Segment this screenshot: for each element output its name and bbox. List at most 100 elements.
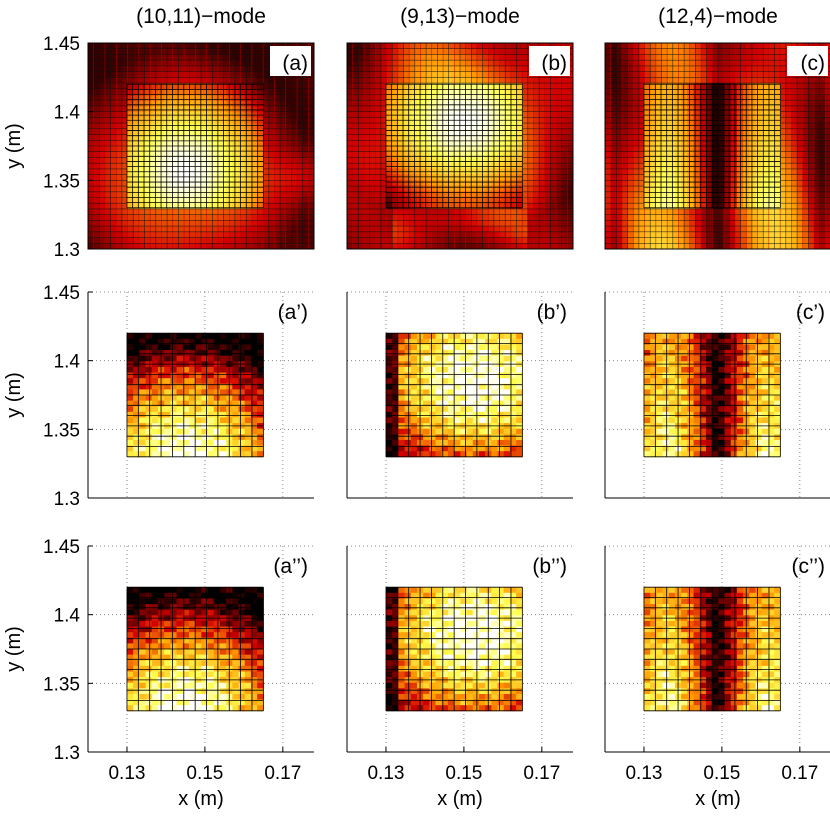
field-cell bbox=[206, 48, 213, 55]
heat-cell bbox=[139, 129, 146, 136]
field-cell bbox=[527, 157, 534, 164]
heat-cell bbox=[441, 190, 449, 197]
field-cell bbox=[138, 208, 145, 216]
field-cell bbox=[274, 186, 281, 193]
field-cell bbox=[110, 180, 117, 187]
heat-cell bbox=[126, 101, 134, 108]
field-cell bbox=[93, 54, 100, 61]
heat-cell bbox=[207, 95, 215, 102]
field-cell bbox=[527, 174, 534, 181]
field-cell bbox=[386, 71, 393, 78]
field-cell bbox=[308, 214, 315, 221]
field-cell bbox=[627, 197, 634, 204]
field-cell bbox=[291, 208, 298, 216]
field-cell bbox=[189, 214, 196, 221]
heat-cell bbox=[182, 179, 190, 186]
field-cell bbox=[234, 48, 241, 55]
heat-cell bbox=[398, 146, 405, 153]
field-cell bbox=[110, 94, 117, 101]
field-cell bbox=[251, 208, 258, 216]
field-cell bbox=[116, 117, 123, 124]
field-cell bbox=[488, 60, 495, 67]
field-cell bbox=[358, 163, 365, 170]
heat-cell bbox=[398, 101, 405, 108]
field-cell bbox=[729, 43, 736, 50]
field-cell bbox=[212, 43, 219, 50]
field-cell bbox=[99, 203, 106, 210]
field-cell bbox=[567, 54, 574, 61]
field-cell bbox=[297, 208, 304, 216]
field-cell bbox=[121, 71, 128, 78]
field-cell bbox=[363, 43, 370, 50]
field-cell bbox=[110, 140, 117, 147]
heat-cell bbox=[516, 84, 523, 91]
field-cell bbox=[116, 111, 123, 118]
field-cell bbox=[471, 214, 478, 221]
field-cell bbox=[93, 60, 100, 67]
field-cell bbox=[167, 65, 174, 73]
field-cell bbox=[488, 208, 495, 216]
field-cell bbox=[539, 208, 546, 216]
field-cell bbox=[88, 88, 95, 95]
field-cell bbox=[263, 191, 270, 198]
field-cell bbox=[567, 48, 574, 55]
field-cell bbox=[363, 243, 370, 250]
field-cell bbox=[633, 83, 640, 90]
field-cell bbox=[616, 226, 623, 233]
field-cell bbox=[734, 208, 741, 216]
field-cell bbox=[263, 100, 270, 107]
field-cell bbox=[302, 163, 309, 170]
field-cell bbox=[397, 243, 404, 250]
field-cell bbox=[550, 197, 557, 204]
field-cell bbox=[297, 111, 304, 118]
field-cell bbox=[695, 208, 702, 216]
heat-cell bbox=[392, 101, 399, 108]
field-cell bbox=[644, 77, 651, 84]
field-cell bbox=[121, 203, 128, 210]
field-cell bbox=[380, 157, 387, 164]
field-cell bbox=[684, 237, 691, 244]
heat-cell bbox=[244, 140, 252, 147]
field-cell bbox=[550, 214, 557, 221]
field-cell bbox=[667, 77, 674, 84]
heat-cell bbox=[188, 190, 196, 197]
field-cell bbox=[627, 186, 634, 193]
field-cell bbox=[689, 60, 696, 67]
field-cell bbox=[610, 134, 617, 141]
field-cell bbox=[369, 83, 376, 90]
field-cell bbox=[610, 180, 617, 187]
field-cell bbox=[638, 168, 645, 176]
field-cell bbox=[358, 128, 365, 135]
field-cell bbox=[644, 243, 651, 250]
field-cell bbox=[556, 208, 563, 216]
heat-cell bbox=[170, 140, 177, 147]
field-cell bbox=[443, 43, 450, 50]
field-cell bbox=[454, 71, 461, 78]
field-cell bbox=[297, 146, 304, 153]
field-cell bbox=[522, 186, 529, 193]
field-cell bbox=[505, 208, 512, 216]
field-cell bbox=[110, 128, 117, 135]
field-cell bbox=[358, 180, 365, 187]
field-cell bbox=[605, 163, 612, 170]
heat-cell bbox=[392, 134, 399, 141]
field-cell bbox=[482, 237, 489, 244]
field-cell bbox=[229, 48, 236, 55]
field-cell bbox=[610, 208, 617, 216]
field-cell bbox=[527, 163, 534, 170]
field-cell bbox=[471, 60, 478, 67]
field-cell bbox=[358, 43, 365, 50]
field-cell bbox=[621, 105, 628, 113]
field-cell bbox=[650, 77, 657, 84]
field-cell bbox=[274, 111, 281, 118]
field-cell bbox=[88, 180, 95, 187]
field-cell bbox=[522, 100, 529, 107]
field-cell bbox=[627, 128, 634, 135]
field-cell bbox=[167, 43, 174, 50]
field-cell bbox=[522, 140, 529, 147]
field-cell bbox=[567, 111, 574, 118]
field-cell bbox=[347, 186, 354, 193]
field-cell bbox=[386, 77, 393, 84]
heat-cell bbox=[423, 89, 430, 96]
field-cell bbox=[110, 214, 117, 221]
